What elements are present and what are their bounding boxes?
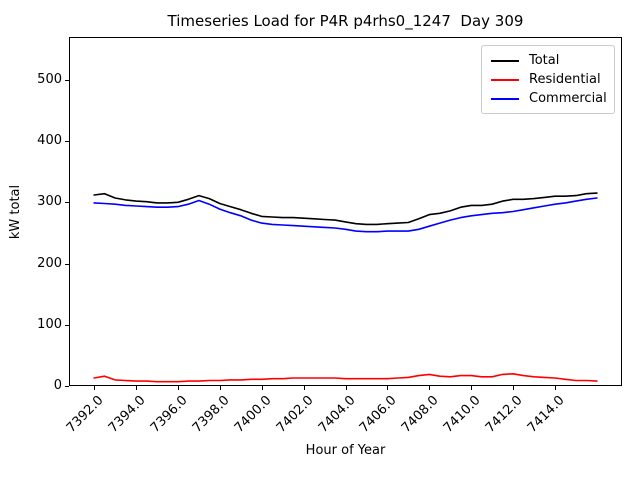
y-tick-label: 100 [37, 316, 62, 332]
commercial-series-line [93, 197, 598, 233]
legend-item-commercial: Commercial [491, 89, 607, 108]
y-tick-label: 200 [37, 255, 62, 271]
x-axis-label: Hour of Year [305, 443, 386, 458]
residential-series-line [93, 372, 598, 383]
y-tick-label: 300 [37, 194, 62, 210]
y-tick-label: 400 [37, 133, 62, 149]
commercial-line-icon [491, 97, 519, 100]
legend-item-total: Total [491, 51, 605, 70]
y-axis-label: kW total [8, 184, 23, 240]
axes-frame [69, 37, 622, 386]
y-tick-label: 500 [37, 71, 62, 87]
chart-title: Timeseries Load for P4R p4rhs0_1247 Day … [167, 12, 524, 30]
legend-label-total: Total [529, 53, 560, 68]
y-tick-label: 0 [53, 378, 62, 393]
total-series-line [93, 192, 598, 226]
residential-line-icon [491, 78, 519, 81]
total-line-icon [491, 59, 519, 62]
legend-item-residential: Residential [491, 70, 605, 89]
legend: Total Residential Commercial [481, 45, 615, 114]
legend-label-residential: Residential [529, 72, 601, 87]
legend-label-commercial: Commercial [529, 91, 607, 106]
